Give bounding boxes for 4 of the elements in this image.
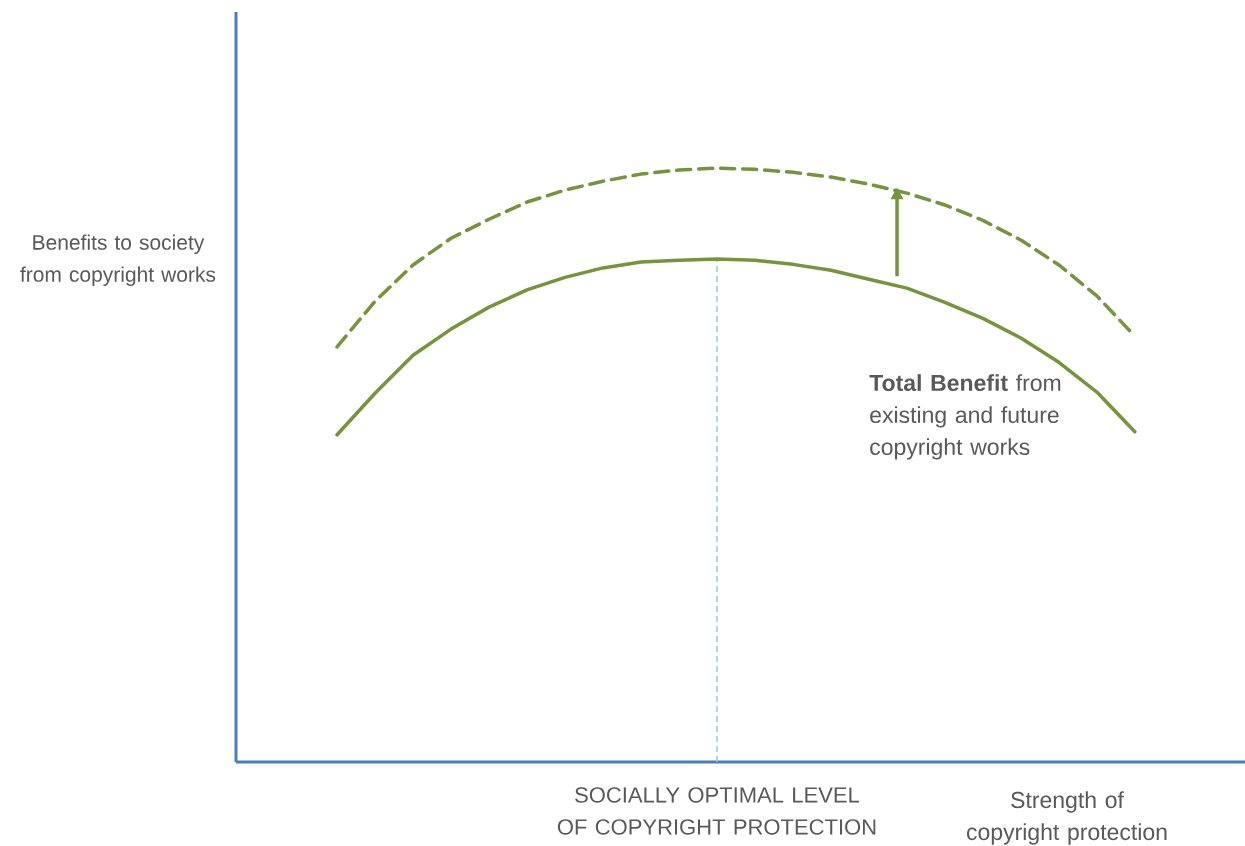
text: SOCIALLY OPTIMAL LEVEL OF COPYRIGHT PROTECTION	[557, 787, 876, 835]
y-axis-title: Benefits to society from copyright works	[20, 234, 216, 287]
annotation: Total Benefit from existing and future copyright works	[869, 374, 1061, 460]
x-axis-title: Strength of copyright protection	[966, 791, 1167, 845]
